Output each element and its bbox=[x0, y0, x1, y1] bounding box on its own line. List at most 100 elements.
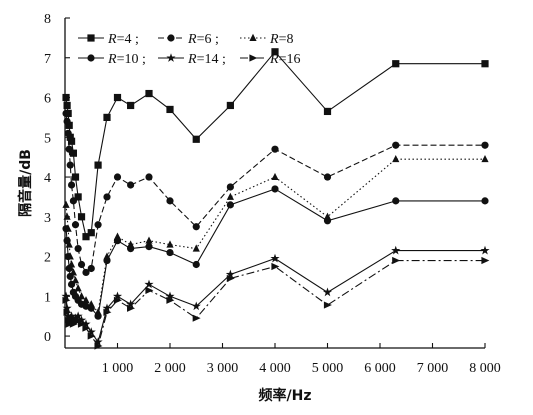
data-point bbox=[192, 314, 201, 322]
data-point bbox=[226, 101, 234, 110]
axes: 0 1 2 3 4 5 6 7 8 1 000 2 000 3 000 4 000 5 000 6 000 7… bbox=[44, 12, 501, 376]
series-r-4 bbox=[62, 48, 489, 241]
data-point bbox=[323, 107, 332, 116]
data-point bbox=[77, 260, 86, 269]
data-point bbox=[192, 244, 200, 252]
legend-label: R=14 ; bbox=[187, 52, 226, 67]
data-point bbox=[65, 121, 73, 129]
data-point bbox=[323, 217, 332, 225]
data-point bbox=[392, 154, 400, 163]
data-point bbox=[63, 101, 71, 110]
data-point bbox=[145, 243, 153, 251]
data-point bbox=[69, 149, 77, 157]
series-r-8 bbox=[62, 154, 489, 316]
data-point bbox=[270, 253, 280, 263]
x-tick-label: 2 000 bbox=[154, 361, 186, 376]
data-point bbox=[86, 327, 96, 336]
y-tick-label: 0 bbox=[44, 330, 51, 345]
series-r-6 bbox=[62, 109, 489, 277]
series-line bbox=[65, 250, 485, 344]
data-point bbox=[226, 201, 234, 209]
data-point bbox=[64, 129, 72, 137]
data-point bbox=[113, 296, 122, 304]
y-tick-label: 4 bbox=[44, 171, 51, 186]
data-point bbox=[127, 101, 135, 110]
x-tick-label: 1 000 bbox=[102, 361, 134, 376]
legend-marker bbox=[167, 34, 175, 42]
data-point bbox=[113, 93, 122, 102]
x-tick-label: 4 000 bbox=[259, 361, 291, 376]
data-point bbox=[103, 113, 111, 121]
y-axis-title: 隔音量/dB bbox=[17, 149, 34, 217]
data-point bbox=[65, 145, 73, 153]
data-point bbox=[113, 237, 122, 245]
data-point bbox=[480, 245, 490, 255]
data-point bbox=[145, 173, 153, 181]
data-point bbox=[67, 137, 76, 145]
data-point bbox=[87, 264, 95, 273]
data-point bbox=[165, 291, 175, 301]
y-tick-label: 3 bbox=[44, 211, 51, 226]
data-point bbox=[392, 141, 400, 149]
legend-marker bbox=[166, 53, 176, 62]
data-point bbox=[87, 229, 95, 237]
data-point bbox=[192, 223, 200, 231]
data-point bbox=[166, 248, 174, 257]
legend-entry: R=4 ; bbox=[78, 32, 139, 47]
data-point bbox=[67, 181, 76, 189]
data-point bbox=[81, 319, 91, 329]
data-point bbox=[63, 311, 73, 321]
legend-marker bbox=[249, 54, 258, 62]
y-tick-label: 5 bbox=[44, 131, 51, 146]
data-point bbox=[145, 89, 153, 98]
legend-entry: R=10 ; bbox=[78, 52, 146, 67]
data-point bbox=[82, 268, 90, 277]
data-point bbox=[271, 262, 280, 271]
data-point bbox=[322, 287, 333, 297]
data-point bbox=[166, 105, 174, 114]
data-point bbox=[271, 48, 279, 56]
data-point bbox=[481, 60, 489, 68]
data-point bbox=[192, 260, 200, 269]
data-point bbox=[66, 161, 74, 169]
data-point bbox=[127, 304, 136, 312]
legend-marker bbox=[87, 54, 95, 62]
data-point bbox=[94, 161, 102, 169]
data-point bbox=[113, 173, 122, 181]
data-point bbox=[112, 291, 123, 301]
series-r-14 bbox=[61, 245, 490, 346]
data-point bbox=[87, 304, 95, 312]
x-tick-label: 7 000 bbox=[417, 361, 449, 376]
data-point bbox=[66, 272, 74, 281]
y-tick-label: 6 bbox=[44, 92, 51, 107]
data-point bbox=[62, 200, 70, 208]
data-point bbox=[145, 236, 153, 244]
data-point bbox=[391, 245, 401, 255]
y-tick-label: 7 bbox=[44, 52, 51, 67]
data-point bbox=[127, 245, 135, 253]
series-line bbox=[65, 259, 485, 348]
data-point bbox=[102, 303, 112, 313]
data-point bbox=[82, 233, 90, 241]
data-point bbox=[192, 135, 200, 143]
data-point bbox=[67, 311, 77, 321]
data-point bbox=[481, 141, 489, 149]
data-point bbox=[77, 320, 86, 328]
data-point bbox=[392, 197, 400, 205]
plot-area bbox=[61, 48, 490, 350]
legend-label: R=4 ; bbox=[107, 32, 139, 47]
data-point bbox=[144, 279, 154, 289]
legend-marker bbox=[87, 34, 95, 42]
data-point bbox=[74, 316, 83, 324]
legend-label: R=8 bbox=[269, 32, 293, 47]
data-point bbox=[166, 240, 174, 248]
data-point bbox=[103, 256, 111, 265]
data-point bbox=[103, 193, 111, 201]
x-axis-title: 频率/Hz bbox=[259, 387, 312, 404]
data-point bbox=[271, 172, 279, 181]
data-point bbox=[62, 109, 70, 118]
data-point bbox=[94, 221, 102, 229]
data-point bbox=[127, 181, 135, 189]
data-point bbox=[82, 296, 90, 304]
legend-entry: R=16 bbox=[240, 52, 300, 67]
